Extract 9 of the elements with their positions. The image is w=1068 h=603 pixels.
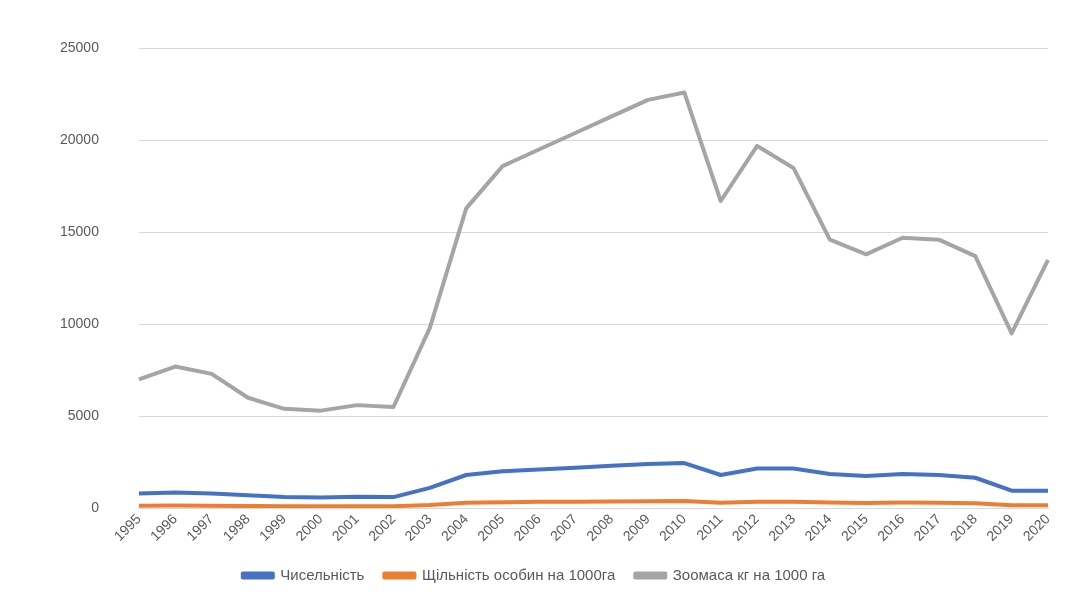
legend-label: Щільність особин на 1000га: [421, 565, 616, 583]
y-tick-label: 20000: [59, 131, 100, 148]
y-tick-label: 15000: [59, 223, 100, 240]
legend-label: Чисельність: [280, 565, 365, 583]
y-tick-label: 0: [91, 498, 100, 515]
legend-label: Зоомаса кг на 1000 га: [672, 565, 826, 583]
y-tick-label: 5000: [67, 407, 100, 424]
y-tick-label: 25000: [59, 39, 100, 56]
y-tick-label: 10000: [59, 315, 100, 332]
